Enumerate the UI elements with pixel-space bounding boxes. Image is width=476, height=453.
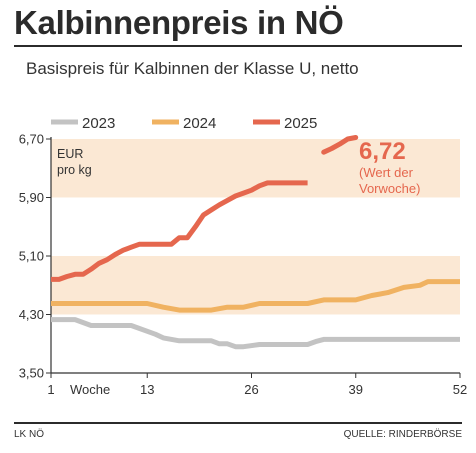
x-axis-label: Woche [70,382,110,397]
chart-title: Kalbinnenpreis in NÖ [14,4,344,41]
footer-rule [14,422,462,424]
latest-value-note: Vorwoche) [359,181,420,196]
y-tick-label: 3,50 [19,366,44,381]
legend-label-2023: 2023 [82,115,115,132]
x-tick-label: 1 [47,382,54,397]
series-line-2023 [51,317,460,350]
latest-value-note: (Wert der [359,165,414,180]
y-tick-label: 6,70 [19,132,44,147]
title-rule [14,45,462,47]
legend-label-2024: 2024 [183,115,216,132]
series-line-2024 [51,279,460,313]
x-tick-label: 39 [349,382,363,397]
footer-source-left: LK NÖ [14,429,45,440]
footer-source-right: QUELLE: RINDERBÖRSE [343,429,462,440]
latest-value-label: 6,72 [359,138,406,165]
unit-label: EUR [57,147,83,161]
unit-label: pro kg [57,163,92,177]
legend-label-2025: 2025 [284,115,317,132]
y-tick-label: 5,10 [19,249,44,264]
x-tick-label: 52 [453,382,467,397]
x-tick-label: 26 [244,382,258,397]
y-tick-label: 4,30 [19,307,44,322]
chart-subtitle: Basispreis für Kalbinnen der Klasse U, n… [26,59,359,78]
x-tick-label: 13 [140,382,154,397]
series-line-2025 [51,180,308,282]
y-tick-label: 5,90 [19,190,44,205]
latest-value-curve [321,135,359,155]
